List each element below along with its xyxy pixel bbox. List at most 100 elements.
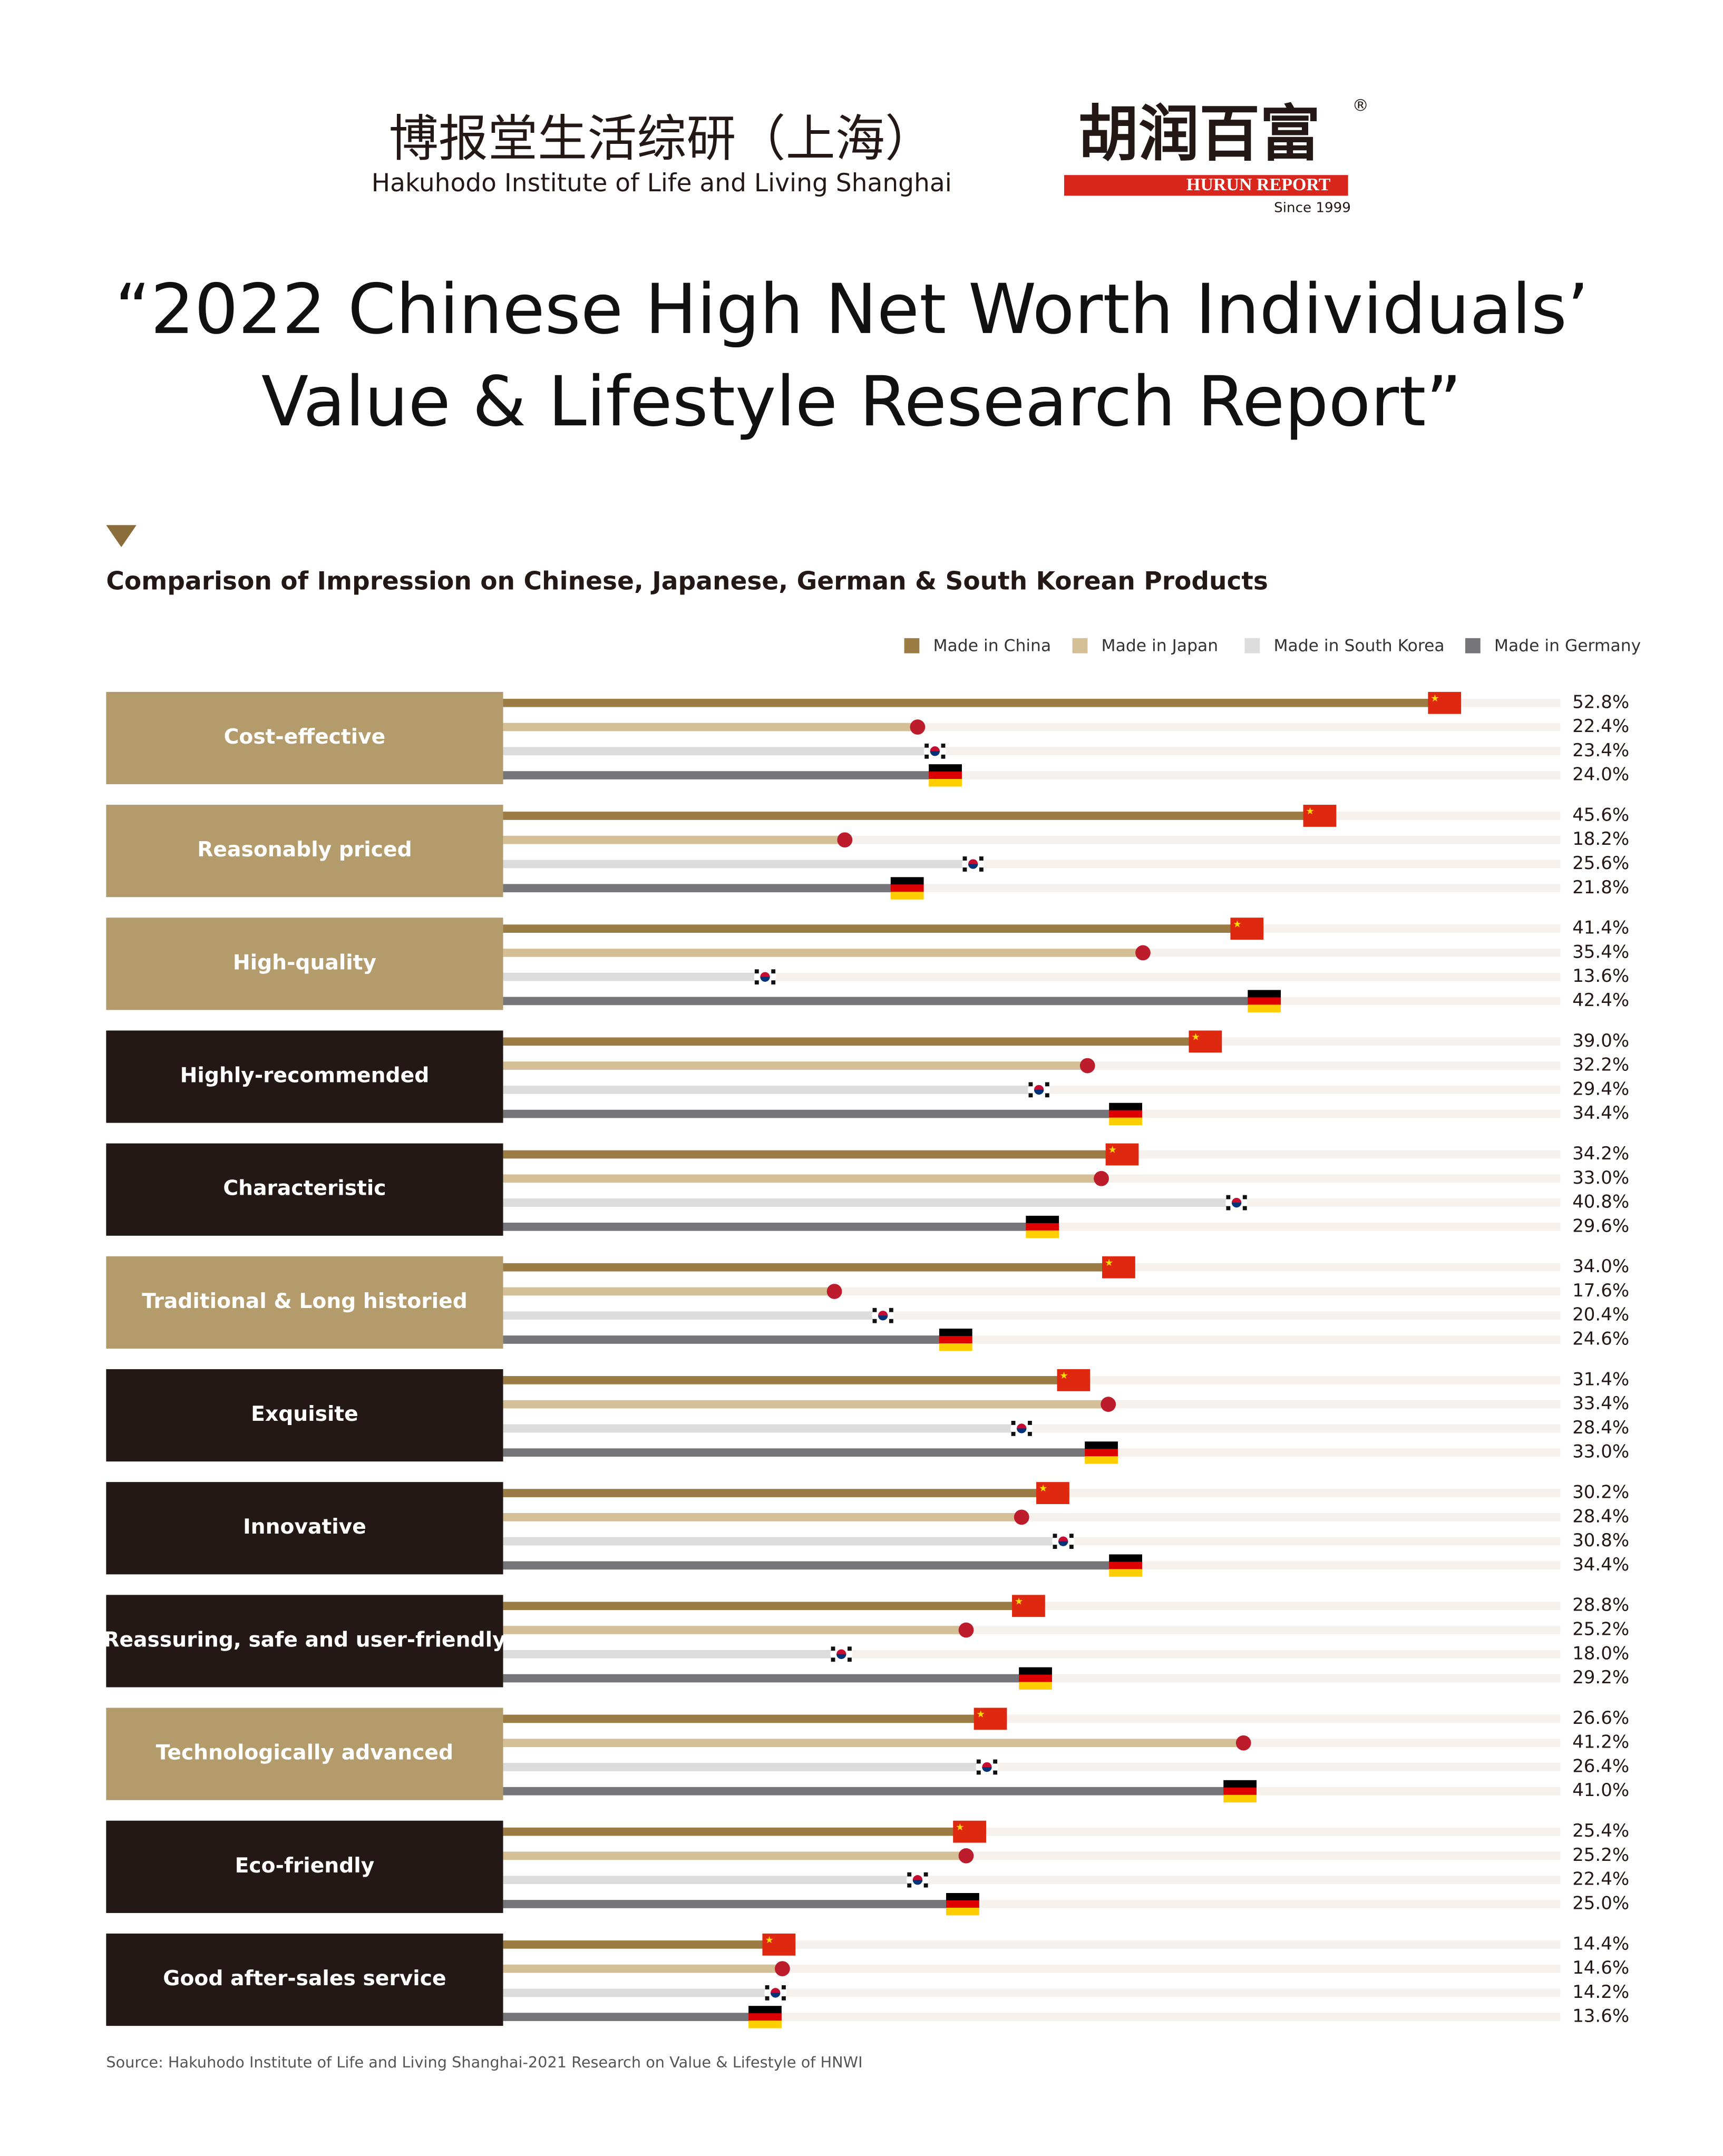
- category-label: Innovative: [243, 1515, 366, 1539]
- flag-germany: [1109, 1117, 1142, 1126]
- bar: [503, 1263, 1119, 1272]
- bar: [503, 1876, 918, 1884]
- bar: [503, 698, 1445, 707]
- logo-en: HURUN REPORT: [1186, 175, 1331, 194]
- bar: [503, 1335, 956, 1344]
- category-box: [106, 1369, 503, 1462]
- value-label: 52.8%: [1572, 691, 1629, 713]
- logo-since: Since 1999: [1274, 200, 1351, 216]
- value-label: 30.8%: [1572, 1530, 1629, 1551]
- flag-korea-bars: [1226, 1206, 1231, 1211]
- flag-korea-bars: [765, 1996, 770, 2001]
- flag-germany: [890, 892, 924, 900]
- category-box: [106, 805, 503, 897]
- bar: [503, 1311, 883, 1320]
- flag-star: ★: [1039, 1483, 1047, 1494]
- value-label: 30.2%: [1572, 1482, 1629, 1503]
- bar: [503, 972, 765, 981]
- flag-korea-bars: [1045, 1082, 1049, 1087]
- value-label: 41.2%: [1572, 1732, 1629, 1753]
- category-box: [106, 691, 503, 785]
- flag-germany: [1019, 1674, 1052, 1683]
- flag-germany: [946, 1900, 979, 1908]
- flag-korea-half: [771, 1993, 781, 1998]
- legend-label: Made in Japan: [1102, 637, 1219, 656]
- flag-china: [1303, 805, 1337, 827]
- flag-korea-bars: [872, 1308, 877, 1312]
- category-label: Traditional & Long historied: [142, 1290, 468, 1313]
- flag-germany: [748, 2013, 782, 2021]
- value-label: 25.0%: [1572, 1892, 1629, 1914]
- org-en: Hakuhodo Institute of Life and Living Sh…: [372, 169, 952, 198]
- flag-germany: [1109, 1562, 1142, 1569]
- flag-germany: [1223, 1780, 1257, 1788]
- flag-korea-bars: [754, 969, 759, 974]
- bar: [503, 771, 946, 779]
- flag-korea-bars: [1053, 1534, 1057, 1538]
- flag-korea-half: [760, 977, 770, 982]
- value-label: 24.0%: [1572, 764, 1629, 785]
- category-box: [106, 1820, 503, 1913]
- bar: [503, 835, 845, 844]
- flag-korea-bars: [923, 1883, 928, 1888]
- bar: [503, 1900, 963, 1908]
- flag-germany: [939, 1336, 972, 1344]
- value-label: 25.2%: [1572, 1619, 1629, 1640]
- flag-korea-bars: [979, 867, 984, 872]
- flag-korea-half: [1034, 1089, 1044, 1095]
- category-label: Reassuring, safe and user-friendly: [103, 1628, 505, 1652]
- flag-germany: [939, 1343, 972, 1351]
- flag-japan: [958, 1848, 974, 1864]
- flag-star: ★: [956, 1822, 964, 1833]
- bar: [503, 1851, 967, 1860]
- flag-korea-half: [982, 1767, 992, 1772]
- flag-china: [1230, 918, 1264, 940]
- flag-star: ★: [1191, 1031, 1200, 1042]
- bar: [503, 1086, 1039, 1094]
- category-label: Exquisite: [251, 1402, 358, 1426]
- value-label: 25.6%: [1572, 853, 1629, 874]
- flag-korea-bars: [754, 980, 759, 985]
- subtitle-marker: [106, 525, 137, 548]
- flag-star: ★: [1015, 1596, 1023, 1607]
- flag-germany: [1248, 997, 1281, 1005]
- legend-label: Made in South Korea: [1273, 637, 1444, 656]
- flag-germany: [946, 1907, 979, 1916]
- value-label: 17.6%: [1572, 1280, 1629, 1301]
- value-label: 26.6%: [1572, 1708, 1629, 1729]
- value-label: 13.6%: [1572, 2006, 1629, 2027]
- bar: [503, 1626, 967, 1634]
- flag-germany: [1026, 1230, 1059, 1238]
- flag-korea-bars: [1011, 1421, 1016, 1425]
- flag-korea-half: [836, 1654, 846, 1659]
- flag-korea-bars: [1028, 1093, 1033, 1098]
- title-line: Value & Lifestyle Research Report”: [261, 362, 1462, 442]
- value-label: 41.0%: [1572, 1780, 1629, 1801]
- logo-bar: [1064, 175, 1348, 196]
- bar: [503, 1109, 1126, 1118]
- value-label: 18.2%: [1572, 828, 1629, 850]
- flag-korea-bars: [1011, 1431, 1016, 1436]
- legend-label: Made in Germany: [1494, 637, 1641, 656]
- bar: [503, 884, 908, 893]
- source: Source: Hakuhodo Institute of Life and L…: [106, 2053, 862, 2071]
- value-label: 39.0%: [1572, 1030, 1629, 1051]
- flag-china: [1102, 1256, 1135, 1279]
- flag-korea-bars: [976, 1770, 981, 1775]
- flag-china: [1036, 1482, 1069, 1504]
- value-label: 34.0%: [1572, 1256, 1629, 1277]
- flag-korea-half: [1017, 1428, 1027, 1433]
- bar: [503, 1400, 1108, 1409]
- flag-germany: [946, 1892, 979, 1901]
- flag-germany: [1109, 1103, 1142, 1111]
- flag-korea-half: [912, 1880, 923, 1885]
- bar: [503, 1674, 1036, 1683]
- flag-germany: [1109, 1110, 1142, 1118]
- category-label: Technologically advanced: [156, 1741, 453, 1765]
- flag-germany: [929, 764, 962, 772]
- flag-korea-bars: [1028, 1082, 1033, 1087]
- bar: [503, 1037, 1205, 1046]
- title-line: “2022 Chinese High Net Worth Individuals…: [115, 269, 1589, 349]
- flag-korea-bars: [979, 856, 984, 861]
- flag-korea-bars: [1028, 1431, 1032, 1436]
